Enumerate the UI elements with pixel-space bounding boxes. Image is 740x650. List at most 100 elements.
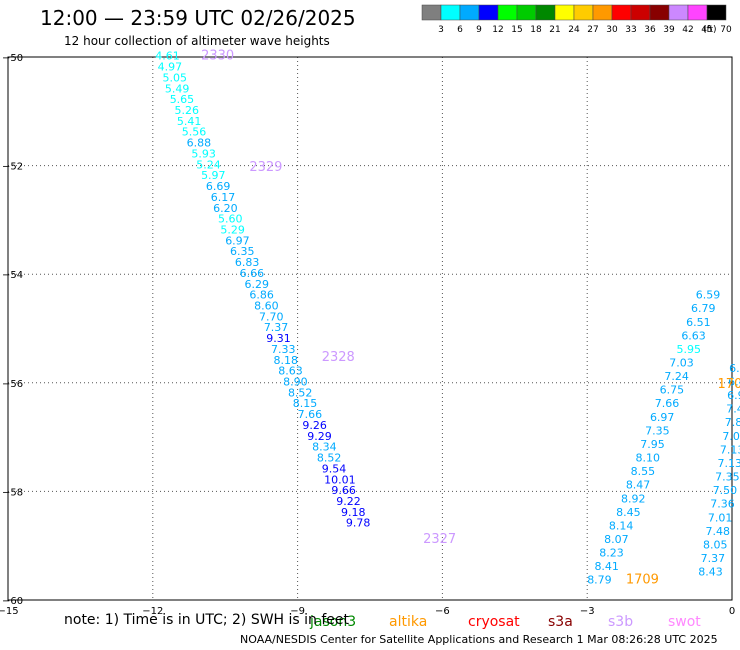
- data-point-value: 8.79: [587, 574, 612, 587]
- colorbar-swatch: [649, 4, 670, 21]
- colorbar-tick-label: 12: [492, 25, 503, 35]
- data-point-value: 9.29: [307, 430, 332, 443]
- data-point-value: 10.01: [324, 473, 356, 486]
- data-point-value: 7.66: [298, 408, 323, 421]
- data-point-value: 8.41: [594, 560, 619, 573]
- data-point-value: 9.31: [266, 332, 291, 345]
- x-tick-label: −12: [142, 606, 163, 617]
- data-point-value: 5.24: [196, 158, 221, 171]
- data-point-value: 5.56: [182, 126, 207, 139]
- data-point-value: 5.93: [191, 147, 216, 160]
- data-point-value: 7.66: [655, 397, 680, 410]
- y-tick-label: −58: [2, 487, 23, 498]
- data-point-value: 7.37: [264, 321, 289, 334]
- data-point-value: 7.48: [705, 525, 730, 538]
- colorbar-tick-label: 39: [663, 25, 675, 35]
- x-tick-label: −6: [435, 606, 450, 617]
- data-point-value: 8.63: [278, 365, 303, 378]
- chart-subtitle: 12 hour collection of altimeter wave hei…: [64, 34, 330, 48]
- data-point-value: 8.34: [312, 441, 337, 454]
- data-point-value: 8.92: [621, 492, 646, 505]
- chart-title: 12:00 — 23:59 UTC 02/26/2025: [40, 6, 356, 30]
- track-labels: 2330 2329 2328 2327 1709 1708: [201, 49, 740, 588]
- data-point-value: 6.69: [206, 180, 231, 193]
- data-point-value: 6.97: [225, 234, 250, 247]
- data-point-value: 7.24: [664, 370, 689, 383]
- data-point-value: 7.36: [710, 498, 735, 511]
- colorbar-swatch: [554, 4, 575, 21]
- footer-credit: NOAA/NESDIS Center for Satellite Applica…: [240, 633, 718, 646]
- colorbar-tick-label: 36: [644, 25, 656, 35]
- data-point-value: 9.54: [322, 462, 347, 475]
- data-point-value: 9.78: [346, 517, 371, 530]
- data-point-value: 5.95: [676, 343, 701, 356]
- data-point-value: 6.35: [230, 245, 255, 258]
- colorbar-tick-label: 9: [476, 25, 482, 35]
- data-point-value: 6.51: [686, 316, 711, 329]
- track-label: 2327: [423, 532, 456, 547]
- data-point-value: 8.52: [288, 386, 313, 399]
- data-point-value: 6.59: [696, 289, 721, 302]
- legend-s3a: s3a: [548, 614, 573, 630]
- satellite-legend: jason3 altika cryosat s3a s3b swot: [309, 614, 701, 630]
- colorbar-tick-label: 45: [701, 25, 712, 35]
- data-point-value: 5.60: [218, 213, 243, 226]
- track-label: 2328: [322, 350, 355, 365]
- colorbar-tick-label: 18: [530, 25, 542, 35]
- data-point-value: 5.65: [170, 93, 195, 106]
- colorbar-tick-label: 21: [549, 25, 560, 35]
- data-point-value: 8.90: [283, 376, 308, 389]
- data-point-value: 9.66: [331, 484, 356, 497]
- y-tick-label: −56: [2, 379, 23, 390]
- data-point-value: 5.41: [177, 115, 202, 128]
- data-point-value: 8.43: [698, 566, 723, 579]
- data-point-value: 8.23: [599, 547, 624, 560]
- data-point-value: 6.86: [249, 289, 273, 302]
- colorbar-tick-label: 42: [682, 25, 693, 35]
- data-point-value: 4.61: [155, 50, 180, 63]
- y-tick-label: −54: [2, 270, 23, 281]
- data-point-value: 9.22: [336, 495, 361, 508]
- data-point-value: 6.29: [245, 278, 269, 291]
- colorbar-swatch: [687, 4, 708, 21]
- data-point-value: 8.07: [604, 533, 629, 546]
- colorbar-swatch: [459, 4, 480, 21]
- data-point-value: 6.66: [240, 267, 265, 280]
- data-point-value: 7.09: [722, 430, 740, 443]
- data-point-value: 6.17: [211, 191, 236, 204]
- data-point-value: 7.95: [640, 438, 665, 451]
- colorbar-tick-label: 33: [625, 25, 636, 35]
- colorbar-swatch: [535, 4, 556, 21]
- data-point-value: 7.50: [713, 484, 738, 497]
- track-label: 1708: [718, 377, 740, 392]
- y-tick-label: −50: [2, 53, 23, 64]
- data-point-value: 6.45: [728, 376, 740, 389]
- data-point-value: 7.41: [726, 403, 740, 416]
- colorbar-swatch: [478, 4, 499, 21]
- data-point-value: 6.91: [727, 389, 740, 402]
- data-point-value: 5.49: [165, 82, 190, 95]
- data-point-value: 6.88: [187, 137, 212, 150]
- colorbar-unit: (ft): [703, 25, 717, 35]
- footer-note: note: 1) Time is in UTC; 2) SWH is in fe…: [64, 612, 350, 628]
- legend-altika: altika: [389, 614, 427, 630]
- colorbar-swatch: [630, 4, 651, 21]
- data-point-value: 7.33: [271, 343, 296, 356]
- data-point-value: 6.20: [213, 202, 238, 215]
- data-point-value: 8.45: [616, 506, 641, 519]
- data-point-value: 8.14: [609, 519, 634, 532]
- colorbar-tick-label: 3: [438, 25, 444, 35]
- data-point-value: 6.59: [729, 362, 740, 375]
- colorbar-swatch: [706, 4, 727, 21]
- data-point-value: 9.18: [341, 506, 366, 519]
- data-point-value: 5.29: [220, 223, 245, 236]
- colorbar-swatch: [573, 4, 594, 21]
- x-tick-label: −9: [290, 606, 305, 617]
- data-point-value: 7.88: [725, 416, 740, 429]
- data-point-value: 7.35: [715, 471, 740, 484]
- colorbar-swatch: [668, 4, 689, 21]
- data-point-value: 6.79: [691, 302, 716, 315]
- colorbar-swatch: [421, 4, 442, 21]
- colorbar-swatch: [440, 4, 461, 21]
